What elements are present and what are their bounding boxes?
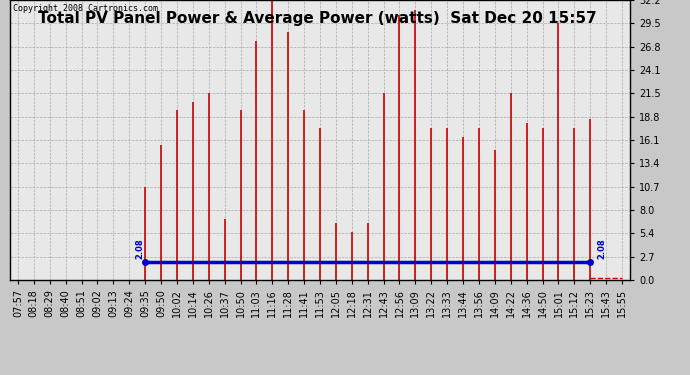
- Text: 2.08: 2.08: [597, 238, 606, 259]
- Text: Total PV Panel Power & Average Power (watts)  Sat Dec 20 15:57: Total PV Panel Power & Average Power (wa…: [38, 11, 597, 26]
- Text: 2.08: 2.08: [136, 238, 145, 259]
- Text: Copyright 2008 Cartronics.com: Copyright 2008 Cartronics.com: [13, 4, 158, 13]
